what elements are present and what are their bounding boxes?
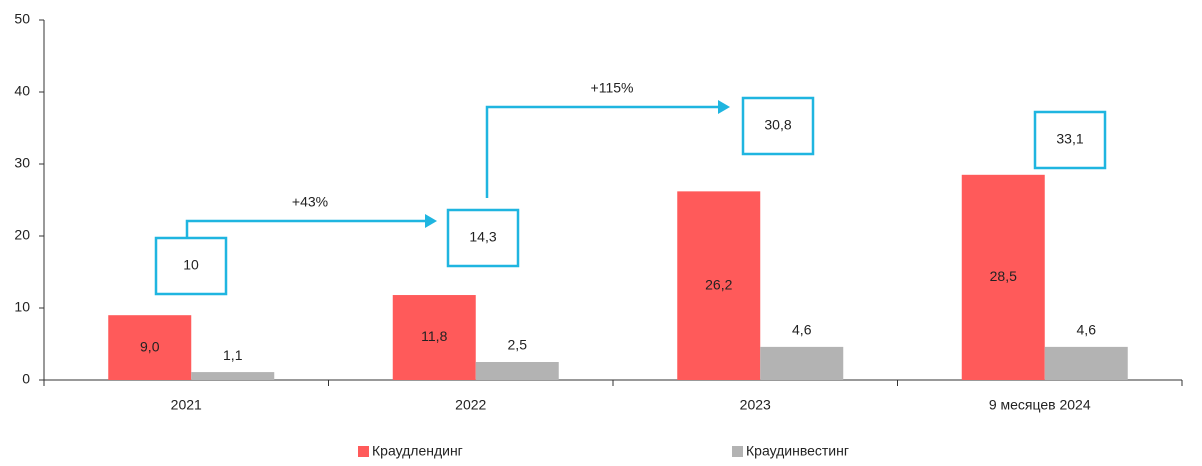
arrow-head [718,100,730,114]
total-box [741,96,815,156]
y-tick-label: 40 [14,83,30,99]
total-box [446,208,520,268]
data-label: 9,0 [140,338,160,354]
total-label: 30,8 [764,117,791,133]
total-label: 33,1 [1056,131,1083,147]
data-label: 11,8 [421,328,447,344]
total-box [154,236,228,296]
y-tick-label: 50 [14,11,30,27]
y-tick-label: 20 [14,227,30,243]
bar [1044,346,1128,380]
x-tick-label: 9 месяцев 2024 [989,397,1091,413]
data-label: 4,6 [792,322,812,338]
bar [961,174,1045,380]
arrow-head [425,214,437,228]
y-tick-label: 0 [22,371,30,387]
data-label: 4,6 [1077,322,1097,338]
x-tick-label: 2021 [171,397,202,413]
growth-arrow [185,219,427,239]
total-box [1033,110,1107,170]
bar [108,315,192,380]
bar [677,191,761,380]
y-tick-label: 10 [14,299,30,315]
legend-label: Краудинвестинг [746,443,849,459]
total-label: 14,3 [469,229,496,245]
bar [191,372,275,380]
annotation: +43% [292,194,328,210]
legend-swatch [732,446,743,457]
total-label: 10 [183,257,199,273]
bar [392,295,476,380]
bar [475,362,559,380]
growth-arrow [485,105,720,198]
data-label: 1,1 [223,347,243,363]
legend-swatch [358,446,369,457]
bar [760,346,844,380]
y-tick-label: 30 [14,155,30,171]
data-label: 28,5 [990,268,1017,284]
data-label: 2,5 [508,337,528,353]
data-label: 26,2 [705,276,732,292]
x-tick-label: 2023 [740,397,771,413]
legend-label: Краудлендинг [372,443,463,459]
x-tick-label: 2022 [455,397,486,413]
annotation: +115% [591,80,634,96]
